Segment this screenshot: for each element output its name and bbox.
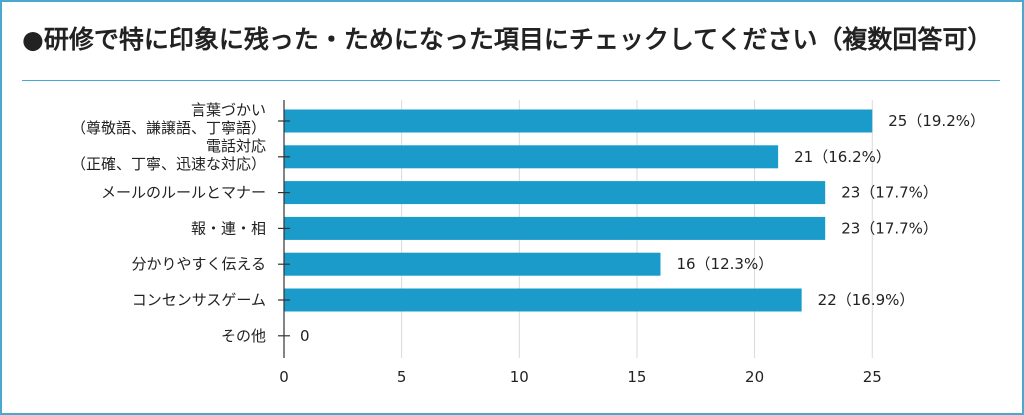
title-divider (22, 80, 1000, 81)
x-tick-label-10: 10 (510, 368, 529, 386)
category-label: その他 (221, 327, 266, 345)
category-label-line2: （正確、丁寧、迅速な対応） (71, 155, 266, 173)
bar-5 (284, 288, 802, 312)
data-label: 22（16.9%） (818, 291, 915, 309)
category-label: 電話対応（正確、丁寧、迅速な対応） (71, 137, 266, 173)
category-label: 分かりやすく伝える (131, 255, 266, 273)
x-tick-label-0: 0 (279, 368, 289, 386)
chart-title: ●研修で特に印象に残った・ためになった項目にチェックしてください（複数回答可） (22, 25, 993, 54)
x-tick-label-25: 25 (863, 368, 882, 386)
x-tick-label-20: 20 (745, 368, 764, 386)
category-label: 報・連・相 (191, 219, 266, 237)
data-label: 21（16.2%） (794, 148, 891, 166)
category-label-line1: 言葉づかい (191, 101, 266, 119)
data-label: 0 (300, 327, 310, 345)
data-label: 16（12.3%） (676, 255, 773, 273)
category-label: 言葉づかい（尊敬語、謙譲語、丁寧語） (71, 101, 266, 137)
bar-3 (284, 216, 826, 240)
bar-2 (284, 181, 826, 205)
data-label: 25（19.2%） (888, 112, 985, 130)
x-tick-label-5: 5 (397, 368, 407, 386)
data-label: 23（17.7%） (841, 219, 938, 237)
category-label-line1: 電話対応 (206, 137, 266, 155)
data-label: 23（17.7%） (841, 184, 938, 202)
category-label: コンセンサスゲーム (132, 291, 266, 309)
x-tick-label-15: 15 (627, 368, 646, 386)
category-label: メールのルールとマナー (101, 184, 266, 202)
bar-0 (284, 109, 873, 133)
category-label-line2: （尊敬語、謙譲語、丁寧語） (71, 119, 266, 137)
bar-1 (284, 145, 779, 169)
bar-4 (284, 252, 661, 276)
